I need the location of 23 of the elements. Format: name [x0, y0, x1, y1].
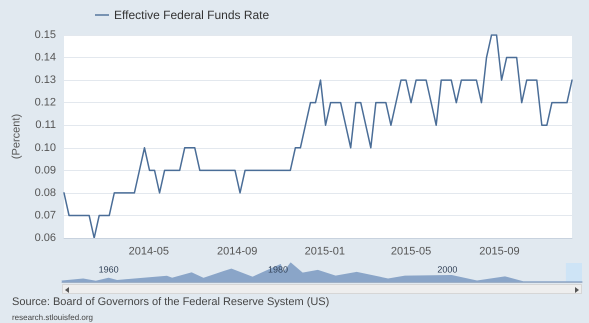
x-tick-label: 1980	[268, 264, 288, 274]
source-note: Source: Board of Governors of the Federal Reserve System (US)	[12, 296, 330, 308]
y-tick-label: 0.06	[34, 232, 56, 244]
x-tick-label: 2014-09	[216, 246, 258, 258]
y-tick-label: 0.12	[34, 96, 56, 109]
x-tick-label: 2015-09	[479, 246, 520, 258]
x-tick-label: 2014-05	[128, 246, 169, 258]
x-tick-label: 2015-01	[304, 246, 346, 258]
y-tick-label: 0.14	[34, 52, 56, 64]
y-tick-label: 0.10	[34, 142, 56, 154]
x-tick-label: 2000	[437, 264, 458, 274]
y-axis-title: (Percent)	[10, 114, 22, 160]
y-tick-label: 0.07	[34, 209, 56, 222]
x-tick-label: 1960	[98, 264, 119, 274]
y-tick-label: 0.09	[34, 164, 56, 176]
x-tick-label: 2015-05	[390, 246, 432, 258]
y-tick-label: 0.13	[34, 74, 56, 86]
y-tick-label: 0.08	[34, 186, 56, 199]
text: research.stlouisfed.org	[12, 313, 93, 322]
y-tick-label: 0.11	[35, 119, 56, 132]
y-tick-label: 0.15	[34, 29, 56, 41]
line-series	[63, 34, 573, 239]
legend-label: Effective Federal Funds Rate	[114, 8, 270, 22]
